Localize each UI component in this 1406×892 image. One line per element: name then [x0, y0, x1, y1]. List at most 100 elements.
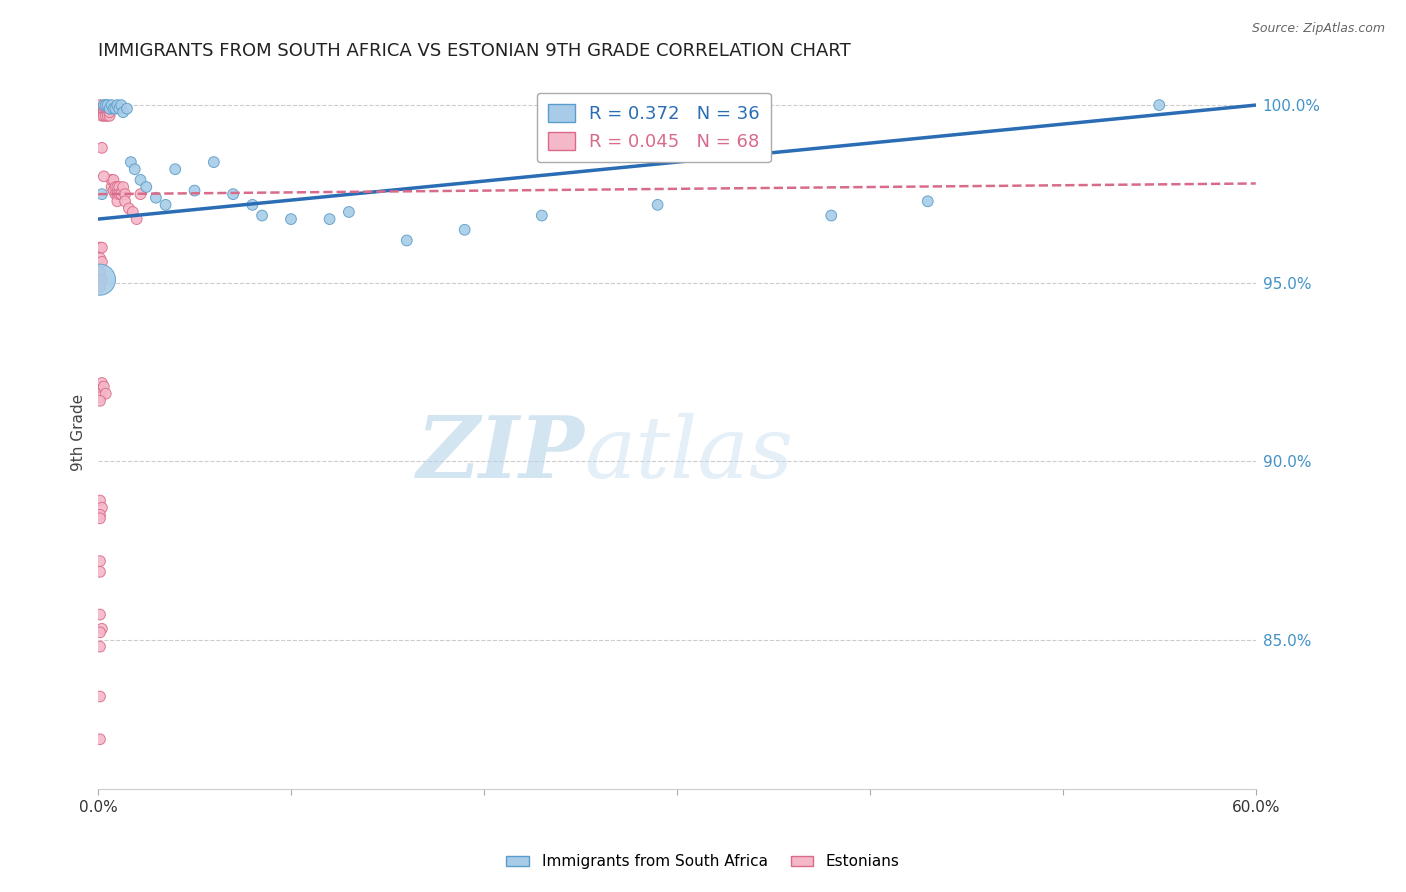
Point	[124, 162, 146, 177]
Point	[105, 98, 128, 112]
Point	[104, 187, 127, 202]
Point	[97, 109, 120, 123]
Point	[89, 273, 111, 287]
Point	[93, 169, 115, 184]
Point	[222, 187, 245, 202]
Point	[100, 98, 122, 112]
Text: ZIP: ZIP	[416, 412, 585, 496]
Legend: Immigrants from South Africa, Estonians: Immigrants from South Africa, Estonians	[501, 848, 905, 875]
Point	[114, 194, 136, 209]
Point	[90, 102, 112, 116]
Point	[89, 102, 111, 116]
Point	[89, 266, 111, 280]
Point	[114, 187, 136, 202]
Point	[89, 565, 111, 579]
Point	[112, 105, 135, 120]
Point	[103, 184, 125, 198]
Point	[94, 386, 117, 401]
Legend: R = 0.372   N = 36, R = 0.045   N = 68: R = 0.372 N = 36, R = 0.045 N = 68	[537, 93, 770, 162]
Point	[89, 105, 111, 120]
Point	[93, 102, 115, 116]
Point	[395, 234, 418, 248]
Point	[89, 252, 111, 266]
Text: IMMIGRANTS FROM SOUTH AFRICA VS ESTONIAN 9TH GRADE CORRELATION CHART: IMMIGRANTS FROM SOUTH AFRICA VS ESTONIAN…	[98, 42, 851, 60]
Point	[89, 493, 111, 508]
Point	[250, 209, 273, 223]
Point	[129, 173, 152, 187]
Point	[97, 105, 120, 120]
Point	[110, 187, 132, 202]
Point	[103, 102, 125, 116]
Point	[94, 109, 117, 123]
Point	[90, 105, 112, 120]
Point	[98, 102, 121, 116]
Point	[90, 376, 112, 390]
Point	[145, 191, 167, 205]
Point	[115, 102, 138, 116]
Point	[93, 379, 115, 393]
Point	[90, 241, 112, 255]
Text: Source: ZipAtlas.com: Source: ZipAtlas.com	[1251, 22, 1385, 36]
Point	[90, 109, 112, 123]
Point	[112, 180, 135, 194]
Point	[125, 212, 148, 227]
Point	[89, 273, 111, 287]
Point	[97, 102, 120, 116]
Point	[94, 105, 117, 120]
Point	[1149, 98, 1171, 112]
Point	[820, 209, 842, 223]
Point	[280, 212, 302, 227]
Point	[89, 554, 111, 568]
Point	[94, 98, 117, 112]
Point	[318, 212, 340, 227]
Point	[89, 690, 111, 704]
Point	[90, 273, 112, 287]
Y-axis label: 9th Grade: 9th Grade	[72, 394, 86, 472]
Point	[530, 209, 553, 223]
Point	[108, 102, 131, 116]
Point	[93, 98, 115, 112]
Point	[90, 255, 112, 269]
Point	[118, 202, 141, 216]
Point	[120, 155, 142, 169]
Point	[89, 625, 111, 640]
Point	[202, 155, 225, 169]
Point	[103, 173, 125, 187]
Point	[93, 105, 115, 120]
Point	[121, 205, 143, 219]
Point	[917, 194, 939, 209]
Point	[100, 173, 122, 187]
Point	[129, 187, 152, 202]
Point	[135, 180, 157, 194]
Point	[90, 622, 112, 636]
Point	[89, 607, 111, 622]
Point	[647, 198, 669, 212]
Point	[90, 141, 112, 155]
Point	[165, 162, 187, 177]
Point	[89, 280, 111, 294]
Point	[90, 386, 112, 401]
Point	[90, 102, 112, 116]
Point	[104, 102, 127, 116]
Point	[94, 102, 117, 116]
Point	[110, 98, 132, 112]
Point	[89, 508, 111, 522]
Point	[453, 223, 475, 237]
Point	[93, 109, 115, 123]
Point	[104, 180, 127, 194]
Text: atlas: atlas	[585, 413, 793, 496]
Point	[90, 187, 112, 202]
Point	[98, 105, 121, 120]
Point	[89, 511, 111, 525]
Point	[108, 187, 131, 202]
Point	[337, 205, 360, 219]
Point	[89, 732, 111, 747]
Point	[89, 640, 111, 654]
Point	[89, 383, 111, 397]
Point	[89, 98, 111, 112]
Point	[105, 187, 128, 202]
Point	[89, 390, 111, 404]
Point	[100, 180, 122, 194]
Point	[242, 198, 264, 212]
Point	[105, 194, 128, 209]
